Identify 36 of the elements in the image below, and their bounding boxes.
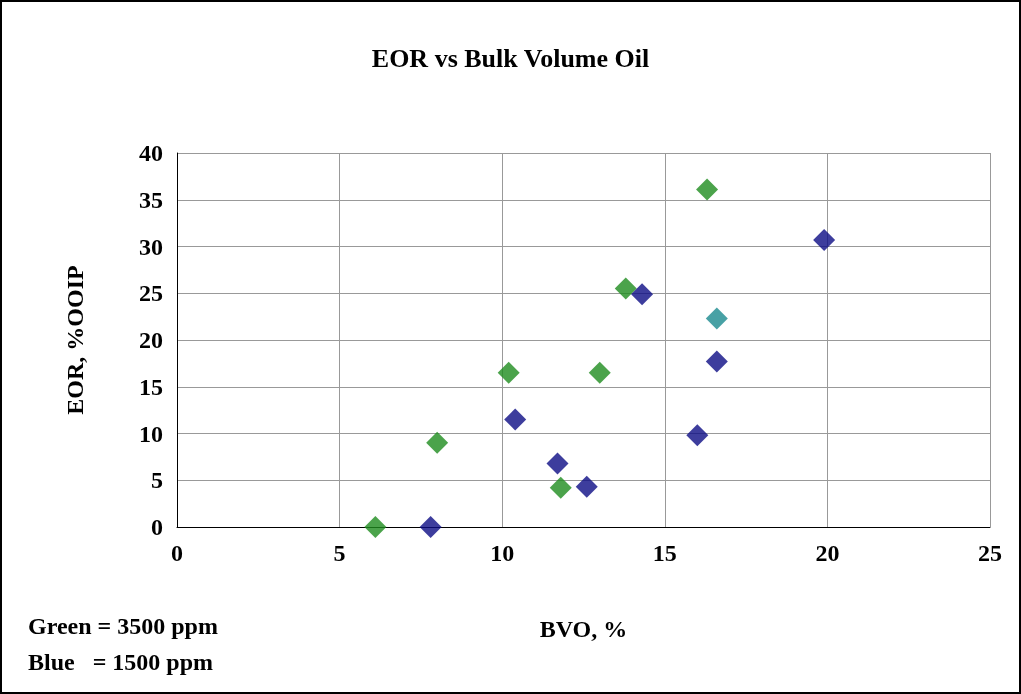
- point: [813, 228, 836, 251]
- point: [575, 475, 598, 498]
- x-tick-label: 5: [333, 540, 346, 566]
- x-axis-title: BVO, %: [539, 616, 628, 642]
- point: [504, 408, 527, 431]
- point: [364, 516, 387, 538]
- point: [705, 307, 728, 330]
- y-tick-label: 10: [139, 420, 163, 447]
- point: [588, 361, 611, 384]
- y-tick-label: 35: [139, 186, 163, 213]
- y-tick-label: 20: [139, 327, 163, 353]
- x-tick-label: 25: [978, 540, 1002, 566]
- y-tick-label: 0: [151, 514, 163, 540]
- point: [614, 277, 637, 300]
- y-tick-label: 30: [139, 233, 163, 260]
- y-tick-label: 40: [139, 140, 163, 166]
- text: Green = 3500 ppm: [28, 613, 218, 639]
- chart-title: EOR vs Bulk Volume Oil: [371, 43, 650, 73]
- x-tick-label: 20: [815, 540, 840, 566]
- x-tick-label: 0: [171, 540, 183, 566]
- point: [686, 424, 709, 447]
- point: [546, 452, 569, 475]
- point: [419, 516, 442, 538]
- x-tick-label: 15: [652, 540, 677, 566]
- point: [631, 283, 654, 306]
- point: [426, 431, 449, 454]
- x-tick-label: 10: [490, 540, 515, 566]
- point: [549, 476, 572, 499]
- y-tick-label: 5: [151, 467, 163, 494]
- text: Blue = 1500 ppm: [28, 649, 214, 675]
- y-tick-label: 15: [139, 373, 163, 400]
- point: [497, 361, 520, 384]
- y-axis-title: EOR, %OOIP: [62, 265, 88, 415]
- y-tick-label: 25: [139, 280, 163, 307]
- point: [705, 350, 728, 373]
- point: [696, 178, 719, 201]
